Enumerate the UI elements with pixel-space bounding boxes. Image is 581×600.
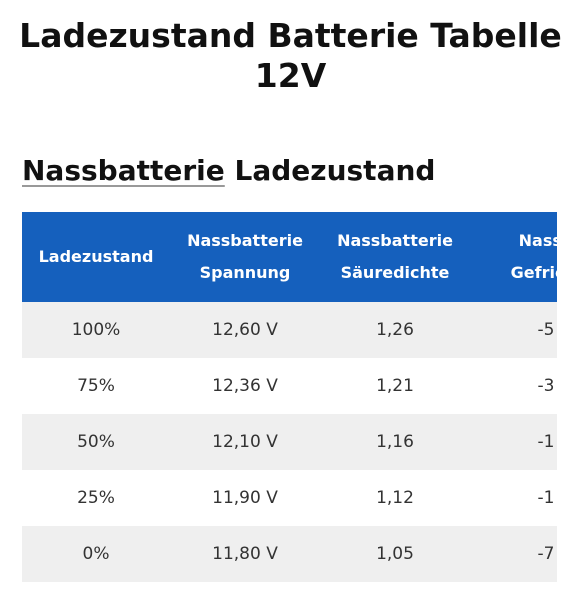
table-cell: 1,16: [320, 414, 470, 470]
section-title-text: Ladezustand: [234, 154, 436, 187]
table-cell: 1,05: [320, 526, 470, 582]
table-cell: 11,90 V: [212, 488, 278, 508]
table-cell: -5: [470, 302, 557, 358]
table-cell: 25%: [77, 488, 115, 508]
page-title: Ladezustand Batterie Tabelle 12V: [0, 16, 581, 96]
table-cell: -7: [470, 526, 557, 582]
table-row: 0% 11,80 V 1,05 -7: [22, 526, 557, 582]
table-cell: 11,80 V: [170, 526, 320, 582]
table-cell: -3: [537, 376, 555, 396]
table-cell: 1,26: [320, 302, 470, 358]
column-header-line: Ladezustand: [38, 247, 154, 266]
table-row: 25% 11,90 V 1,12 -1: [22, 470, 557, 526]
table-cell: 50%: [22, 414, 170, 470]
column-header: Nassbatterie Säuredichte: [320, 212, 470, 302]
table-cell: 1,21: [376, 376, 414, 396]
table-row: 100% 12,60 V 1,26 -5: [22, 302, 557, 358]
table-cell: -1: [470, 414, 557, 470]
column-header: Nassbatterie Spannung: [170, 212, 320, 302]
title-line: 12V: [254, 56, 327, 95]
column-header-line: Nassbatterie: [187, 231, 303, 250]
column-header-line: Spannung: [199, 263, 291, 282]
table-cell: 12,36 V: [212, 376, 278, 396]
header-row: Ladezustand Nassbatterie Spannung Nassbatte…: [22, 212, 557, 302]
table-row: 75% 12,36 V 1,21 -3: [22, 358, 557, 414]
section-title: Nassbatterie Ladezustand: [22, 154, 435, 187]
table-wrapper: Ladezustand Nassbatterie Spannung Nassbatte…: [22, 212, 557, 582]
column-header-line: Säuredichte: [340, 263, 450, 282]
column-header-line: Gefriert: [510, 263, 557, 282]
table-cell: 0%: [22, 526, 170, 582]
column-header: Nassb Gefriert: [470, 212, 557, 302]
table-cell: 12,60 V: [170, 302, 320, 358]
charge-table: Ladezustand Nassbatterie Spannung Nassbatte…: [22, 212, 557, 582]
column-header-line: Nassb: [518, 231, 557, 250]
table-cell: 75%: [77, 376, 115, 396]
column-header-line: Nassbatterie: [337, 231, 453, 250]
table-cell: 12,10 V: [170, 414, 320, 470]
table-body: 100% 12,60 V 1,26 -5 75% 12,36 V 1,21 -3 50% 12,1…: [22, 302, 557, 582]
table-cell: 1,12: [376, 488, 414, 508]
title-line: Ladezustand Batterie Tabelle: [19, 16, 562, 55]
table-cell: -1: [537, 488, 555, 508]
column-header: Ladezustand: [22, 212, 170, 302]
table-cell: 100%: [22, 302, 170, 358]
section-link[interactable]: Nassbatterie: [22, 154, 225, 187]
table-row: 50% 12,10 V 1,16 -1: [22, 414, 557, 470]
